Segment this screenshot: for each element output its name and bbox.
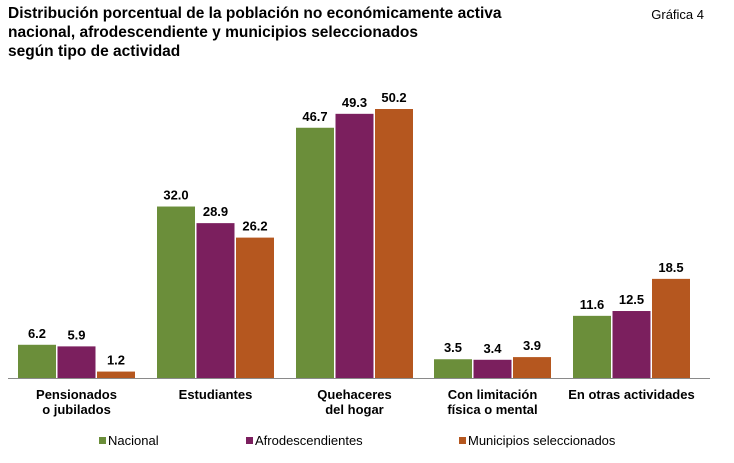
- data-label-2-1: 49.3: [342, 95, 367, 110]
- bar-4-0: [573, 315, 611, 378]
- figure-label: Gráfica 4: [651, 7, 704, 22]
- legend-swatch-1: [246, 437, 253, 444]
- data-label-1-2: 26.2: [242, 219, 267, 234]
- legend-swatch-2: [459, 437, 466, 444]
- category-label-0-0: Pensionados: [36, 387, 117, 402]
- bar-0-1: [57, 346, 96, 378]
- data-label-3-0: 3.5: [444, 340, 462, 355]
- bar-2-2: [375, 109, 413, 378]
- data-label-2-2: 50.2: [381, 90, 406, 105]
- chart-title: Distribución porcentual de la población …: [8, 4, 608, 61]
- legend-label-1: Afrodescendientes: [255, 433, 363, 448]
- data-label-4-0: 11.6: [580, 297, 605, 312]
- bar-1-0: [157, 206, 195, 378]
- category-label-3-1: física o mental: [447, 402, 537, 417]
- bar-0-2: [97, 371, 135, 378]
- data-label-0-2: 1.2: [107, 353, 125, 368]
- category-label-0-1: o jubilados: [42, 402, 111, 417]
- category-label-1-0: Estudiantes: [179, 387, 253, 402]
- chart-title-line-1: Distribución porcentual de la población …: [8, 5, 502, 22]
- data-label-4-1: 12.5: [619, 292, 644, 307]
- data-label-0-0: 6.2: [28, 326, 46, 341]
- category-label-4-0: En otras actividades: [568, 387, 694, 402]
- legend-swatch-0: [99, 437, 106, 444]
- legend-label-0: Nacional: [108, 433, 159, 448]
- category-label-2-0: Quehaceres: [317, 387, 391, 402]
- bar-0-0: [18, 344, 56, 378]
- data-label-3-1: 3.4: [483, 341, 502, 356]
- data-label-0-1: 5.9: [67, 327, 85, 342]
- bar-4-1: [612, 311, 651, 378]
- bar-3-1: [473, 359, 512, 378]
- bar-3-0: [434, 359, 472, 378]
- chart-title-line-2: nacional, afrodescendiente y municipios …: [8, 24, 419, 41]
- category-label-2-1: del hogar: [325, 402, 384, 417]
- category-label-3-0: Con limitación: [448, 387, 538, 402]
- data-label-2-0: 46.7: [302, 109, 327, 124]
- data-label-1-1: 28.9: [203, 204, 228, 219]
- bar-2-0: [296, 127, 334, 379]
- bar-3-2: [513, 357, 551, 378]
- chart-title-line-3: según tipo de actividad: [8, 43, 181, 60]
- bar-1-2: [236, 237, 274, 378]
- data-label-1-0: 32.0: [163, 188, 188, 203]
- bar-4-2: [652, 278, 690, 378]
- legend-label-2: Municipios seleccionados: [468, 433, 616, 448]
- bar-2-1: [335, 113, 374, 379]
- bar-1-1: [196, 223, 235, 378]
- data-label-3-2: 3.9: [523, 338, 541, 353]
- data-label-4-2: 18.5: [658, 260, 683, 275]
